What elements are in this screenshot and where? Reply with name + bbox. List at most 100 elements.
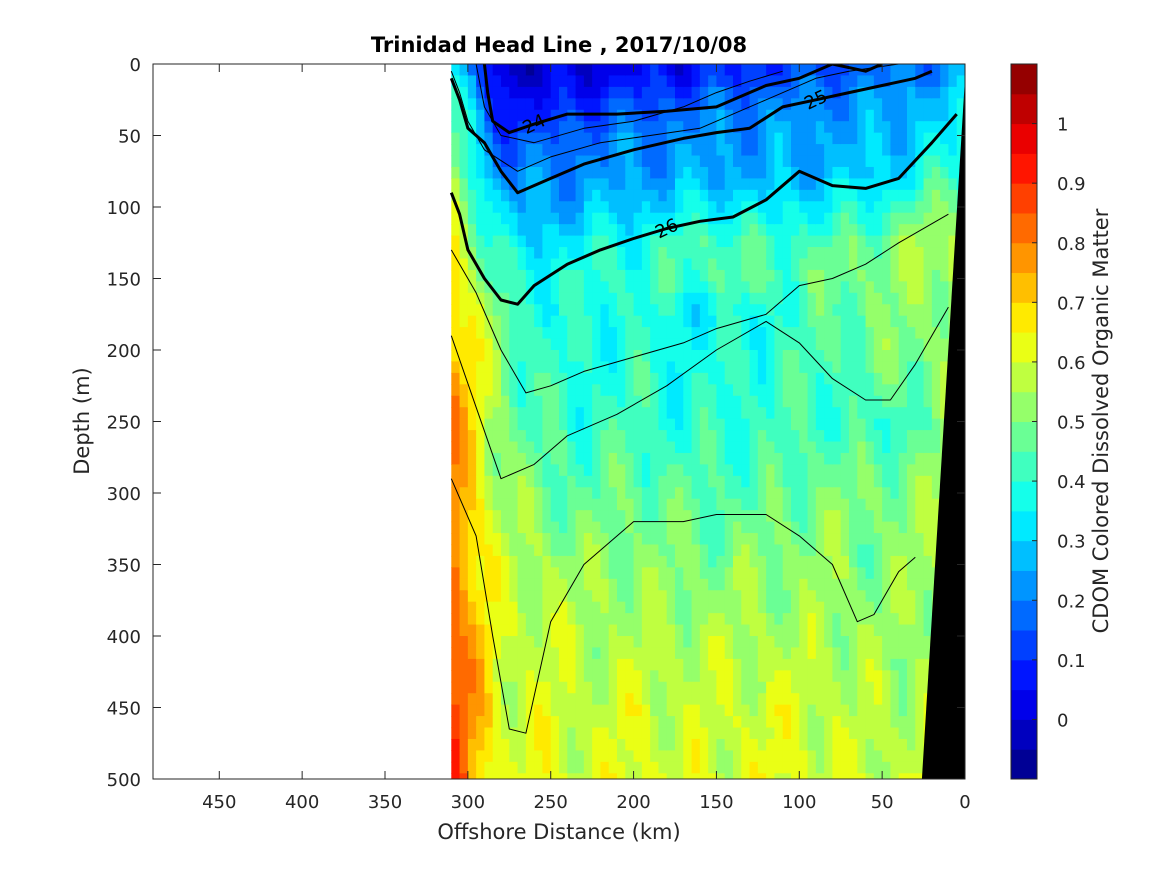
field-cell <box>559 533 568 546</box>
field-cell <box>724 636 734 649</box>
field-cell <box>865 98 875 111</box>
field-cell <box>617 327 626 340</box>
field-cell <box>600 498 610 511</box>
field-cell <box>857 132 867 145</box>
field-cell <box>791 681 800 694</box>
field-cell <box>633 567 643 580</box>
field-cell <box>741 212 751 225</box>
field-cell <box>741 121 751 134</box>
field-cell <box>807 269 817 282</box>
field-cell <box>774 624 784 637</box>
field-cell <box>658 521 668 534</box>
field-cell <box>791 533 800 546</box>
field-cell <box>915 487 925 500</box>
field-cell <box>724 132 734 145</box>
field-cell <box>716 533 726 546</box>
field-cell <box>915 315 925 328</box>
field-cell <box>774 590 784 603</box>
field-cell <box>625 704 635 717</box>
field-cell <box>774 132 784 145</box>
field-cell <box>451 407 461 420</box>
field-cell <box>791 64 800 77</box>
field-cell <box>625 361 635 374</box>
field-cell <box>592 121 602 134</box>
field-cell <box>492 384 502 397</box>
field-cell <box>757 418 767 431</box>
field-cell <box>733 716 742 729</box>
field-cell <box>840 281 850 294</box>
field-cell <box>592 670 602 683</box>
field-cell <box>890 395 900 408</box>
field-cell <box>583 647 593 660</box>
field-cell <box>923 121 933 134</box>
field-cell <box>832 601 842 614</box>
field-cell <box>799 636 809 649</box>
field-cell <box>898 647 908 660</box>
field-cell <box>782 258 792 271</box>
field-cell <box>873 86 883 99</box>
field-cell <box>492 292 502 305</box>
field-cell <box>467 64 477 77</box>
field-cell <box>724 155 734 168</box>
field-cell <box>849 144 858 157</box>
field-cell <box>476 681 486 694</box>
field-cell <box>865 75 875 88</box>
field-cell <box>608 464 618 477</box>
field-cell <box>749 109 759 122</box>
field-cell <box>956 86 965 99</box>
field-cell <box>666 327 676 340</box>
field-cell <box>832 773 842 779</box>
field-cell <box>534 430 544 443</box>
field-cell <box>749 292 759 305</box>
field-cell <box>782 281 792 294</box>
field-cell <box>774 178 784 191</box>
field-cell <box>509 224 519 237</box>
field-cell <box>807 247 817 260</box>
field-cell <box>625 773 635 779</box>
field-cell <box>915 555 925 568</box>
field-cell <box>617 613 626 626</box>
field-cell <box>525 64 535 77</box>
field-cell <box>691 533 701 546</box>
field-cell <box>915 292 925 305</box>
field-cell <box>757 361 767 374</box>
y-tick-label: 250 <box>107 413 141 434</box>
field-cell <box>724 235 734 248</box>
field-cell <box>617 212 626 225</box>
field-cell <box>666 601 676 614</box>
field-cell <box>608 384 618 397</box>
field-cell <box>840 670 850 683</box>
field-cell <box>542 86 552 99</box>
field-cell <box>716 601 726 614</box>
field-cell <box>915 98 925 111</box>
field-cell <box>633 441 643 454</box>
field-cell <box>517 155 527 168</box>
field-cell <box>658 258 668 271</box>
field-cell <box>923 258 933 271</box>
field-cell <box>617 681 626 694</box>
field-cell <box>534 750 544 763</box>
field-cell <box>492 155 502 168</box>
field-cell <box>550 418 560 431</box>
field-cell <box>699 132 709 145</box>
field-cell <box>931 441 941 454</box>
field-cell <box>650 567 660 580</box>
field-cell <box>559 658 568 671</box>
field-cell <box>898 498 908 511</box>
field-cell <box>517 636 527 649</box>
field-cell <box>931 281 941 294</box>
field-cell <box>791 761 800 774</box>
field-cell <box>815 521 825 534</box>
field-cell <box>542 441 552 454</box>
field-cell <box>699 327 709 340</box>
field-cell <box>832 338 842 351</box>
field-cell <box>575 407 585 420</box>
field-cell <box>873 235 883 248</box>
field-cell <box>708 384 718 397</box>
field-cell <box>600 407 610 420</box>
field-cell <box>666 132 676 145</box>
colorbar-segment <box>1011 451 1037 482</box>
field-cell <box>600 636 610 649</box>
field-cell <box>675 464 684 477</box>
field-cell <box>807 258 817 271</box>
